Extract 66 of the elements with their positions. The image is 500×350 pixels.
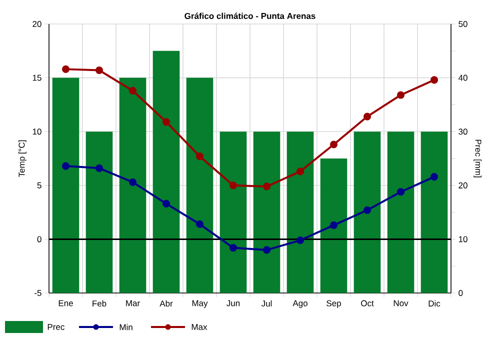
y2-tick-label: 20 (458, 182, 468, 188)
point (296, 168, 304, 176)
point (62, 162, 70, 170)
legend-label: Max (192, 324, 208, 330)
y-axis-title: Temp [°C] (18, 140, 26, 178)
x-tick-label: Feb (92, 300, 106, 307)
y2-tick-label: 30 (458, 128, 468, 135)
bar (320, 158, 348, 293)
x-tick-label: Jun (226, 300, 240, 306)
point (396, 91, 405, 99)
point (162, 118, 170, 126)
y-tick-label: 20 (32, 20, 42, 27)
point (62, 65, 70, 73)
point (296, 236, 304, 244)
bar (420, 132, 448, 293)
point (229, 182, 238, 190)
x-tick-label: Ene (58, 300, 73, 306)
point (229, 244, 238, 252)
y2-tick-label: 10 (458, 236, 468, 242)
legend-label: Min (120, 324, 132, 330)
point (128, 178, 137, 186)
x-tick-label: Sep (326, 300, 341, 308)
point (262, 182, 271, 190)
point (196, 152, 204, 160)
y-tick-label: -5 (34, 290, 42, 296)
x-tick-label: Nov (394, 300, 408, 306)
y2-tick-label: 0 (458, 290, 463, 296)
point (196, 220, 204, 228)
bar (220, 132, 247, 293)
point (430, 76, 438, 84)
point (330, 221, 338, 229)
x-tick-label: Ago (292, 300, 308, 308)
y2-axis-title: Prec [mm] (474, 140, 482, 178)
y2-tick-label: 40 (458, 74, 468, 81)
point (363, 206, 372, 214)
x-tick-label: Jul (261, 300, 272, 307)
bar (119, 78, 146, 293)
y-tick-label: 5 (37, 182, 42, 188)
x-tick-label: Abr (160, 300, 173, 307)
bar (86, 132, 113, 293)
y-tick-label: 15 (32, 74, 42, 81)
bar (52, 78, 80, 293)
y2-tick-label: 50 (458, 20, 468, 28)
point (95, 164, 104, 172)
point (396, 188, 405, 196)
x-tick-label: May (192, 300, 208, 308)
bar (186, 78, 214, 293)
point (262, 246, 271, 254)
x-tick-label: Oct (361, 300, 374, 306)
bar (387, 132, 414, 293)
point (162, 200, 170, 208)
x-tick-label: Dic (428, 300, 440, 307)
bar (286, 132, 314, 293)
point (363, 112, 372, 120)
y-tick-label: 10 (32, 128, 42, 135)
point (330, 140, 338, 148)
x-tick-label: Mar (126, 300, 140, 306)
point (95, 66, 104, 74)
bar (354, 132, 381, 293)
point (430, 173, 438, 181)
legend-label: Prec (48, 324, 64, 330)
bar (253, 132, 280, 293)
point (128, 86, 137, 94)
y-tick-label: 0 (37, 236, 42, 242)
bar (152, 50, 180, 293)
chart-title: Gráfico climático - Punta Arenas (184, 12, 316, 19)
